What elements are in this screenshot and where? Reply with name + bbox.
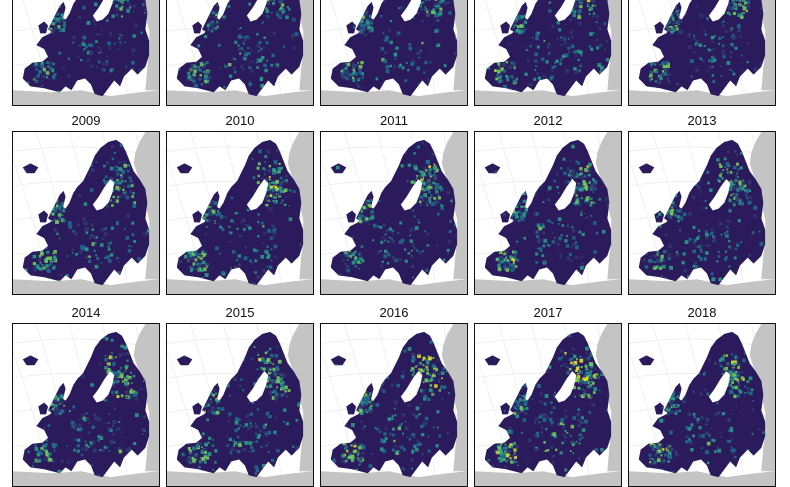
map-panel [628, 323, 776, 487]
europe-map [321, 324, 467, 486]
map-panel [474, 131, 622, 295]
year-label: 2009 [11, 113, 161, 129]
map-panel [474, 0, 622, 106]
europe-map [13, 324, 159, 486]
map-panel [320, 323, 468, 487]
year-label: 2014 [11, 305, 161, 321]
map-panel [166, 0, 314, 106]
map-panel [12, 131, 160, 295]
map-panel [474, 323, 622, 487]
year-label: 2015 [165, 305, 315, 321]
map-panel [166, 323, 314, 487]
europe-map [629, 324, 775, 486]
europe-map [13, 132, 159, 294]
map-panel [628, 0, 776, 106]
map-panel [12, 0, 160, 106]
europe-map [13, 0, 159, 105]
year-label: 2017 [473, 305, 623, 321]
europe-map [629, 0, 775, 105]
europe-map [475, 132, 621, 294]
europe-map [167, 132, 313, 294]
year-label: 2016 [319, 305, 469, 321]
europe-map [167, 324, 313, 486]
europe-map [475, 0, 621, 105]
year-label: 2018 [627, 305, 777, 321]
map-panel [628, 131, 776, 295]
year-label: 2011 [319, 113, 469, 129]
map-panel [12, 323, 160, 487]
europe-map [167, 0, 313, 105]
year-label: 2010 [165, 113, 315, 129]
map-panel [166, 131, 314, 295]
year-label: 2012 [473, 113, 623, 129]
europe-map [629, 132, 775, 294]
map-panel [320, 0, 468, 106]
europe-map [321, 0, 467, 105]
map-panel [320, 131, 468, 295]
europe-map [475, 324, 621, 486]
europe-map [321, 132, 467, 294]
year-label: 2013 [627, 113, 777, 129]
